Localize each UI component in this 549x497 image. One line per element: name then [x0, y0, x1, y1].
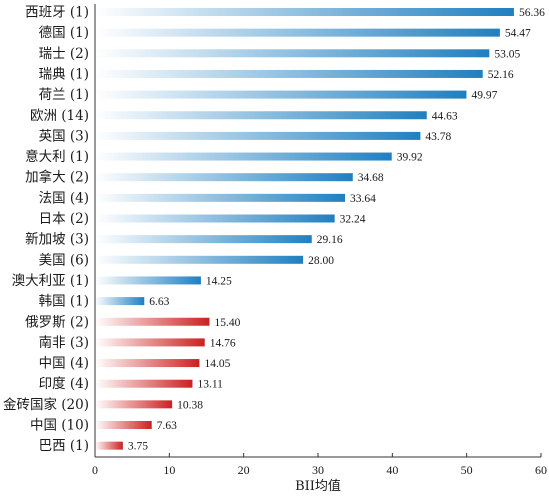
- bar: [95, 421, 152, 429]
- category-label: 荷兰 (1): [39, 87, 89, 103]
- value-label: 14.76: [210, 337, 236, 349]
- value-label: 3.75: [128, 441, 148, 453]
- x-ticks: 0 10 20 30 40 50 60: [92, 453, 547, 477]
- bar: [95, 69, 483, 78]
- x-tick-label: 30: [312, 463, 324, 477]
- x-tick-label: 0: [92, 463, 98, 477]
- bar: [95, 379, 193, 388]
- value-label: 33.64: [350, 193, 376, 205]
- bar: [95, 276, 201, 285]
- bar: [95, 193, 346, 202]
- category-label: 俄罗斯 (2): [25, 314, 89, 330]
- category-label: 日本 (2): [39, 211, 89, 227]
- value-label: 39.92: [397, 152, 423, 164]
- value-label: 54.47: [505, 28, 531, 40]
- value-label: 6.63: [149, 296, 169, 308]
- category-label: 中国 (10): [30, 418, 89, 434]
- value-label: 10.38: [177, 399, 203, 411]
- value-label: 7.63: [157, 420, 177, 432]
- bars-layer: 西班牙 (1) 56.36 德国 (1) 54.47 瑞士 (2) 53.05 瑞典 (1)…: [3, 5, 545, 455]
- value-label: 52.16: [488, 69, 514, 81]
- value-label: 44.63: [432, 110, 458, 122]
- bar: [95, 400, 173, 409]
- bar: [95, 90, 467, 99]
- bar: [95, 441, 123, 450]
- value-label: 28.00: [308, 255, 334, 267]
- category-label: 瑞典 (1): [39, 66, 89, 82]
- value-label: 43.78: [425, 131, 451, 143]
- x-tick-label: 10: [163, 463, 175, 477]
- x-tick-label: 20: [238, 463, 250, 477]
- x-tick-label: 50: [461, 463, 473, 477]
- category-label: 德国 (1): [39, 25, 89, 41]
- bar: [95, 359, 200, 368]
- value-label: 14.25: [206, 275, 232, 287]
- bar: [95, 49, 490, 58]
- category-label: 瑞士 (2): [39, 46, 89, 62]
- value-label: 29.16: [317, 234, 343, 246]
- value-label: 14.05: [204, 358, 230, 370]
- category-label: 加拿大 (2): [25, 169, 89, 186]
- category-label: 意大利 (1): [25, 148, 89, 165]
- x-axis-title: BII均值: [295, 478, 341, 494]
- bar: [95, 8, 514, 16]
- value-label: 34.68: [358, 172, 384, 184]
- category-label: 巴西 (1): [39, 438, 89, 454]
- category-label: 金砖国家 (20): [3, 396, 89, 413]
- category-label: 印度 (4): [39, 376, 89, 392]
- category-label: 澳大利亚 (1): [12, 273, 89, 289]
- x-tick-label: 60: [535, 463, 547, 477]
- category-label: 欧洲 (14): [30, 108, 89, 124]
- bar: [95, 28, 500, 37]
- value-label: 53.05: [494, 48, 520, 60]
- bar: [95, 111, 427, 120]
- category-label: 新加坡 (3): [25, 232, 89, 248]
- bar: [95, 297, 145, 306]
- value-label: 15.40: [214, 317, 240, 329]
- bar: [95, 152, 392, 161]
- bar: [95, 214, 335, 223]
- bar: [95, 235, 312, 244]
- bar: [95, 173, 353, 182]
- value-label: 56.36: [519, 7, 545, 19]
- category-label: 中国 (4): [39, 356, 89, 372]
- category-label: 英国 (3): [39, 127, 89, 144]
- category-label: 西班牙 (1): [25, 5, 89, 21]
- bar: [95, 338, 205, 347]
- value-label: 49.97: [471, 90, 497, 102]
- value-label: 13.11: [197, 379, 223, 391]
- category-label: 韩国 (1): [39, 294, 89, 310]
- category-label: 美国 (6): [39, 252, 89, 268]
- category-label: 南非 (3): [39, 335, 89, 351]
- bar: [95, 255, 304, 264]
- bar: [95, 131, 421, 140]
- bar: [95, 317, 210, 326]
- x-tick-label: 40: [386, 463, 398, 477]
- value-label: 32.24: [340, 214, 366, 226]
- category-label: 法国 (4): [39, 190, 89, 206]
